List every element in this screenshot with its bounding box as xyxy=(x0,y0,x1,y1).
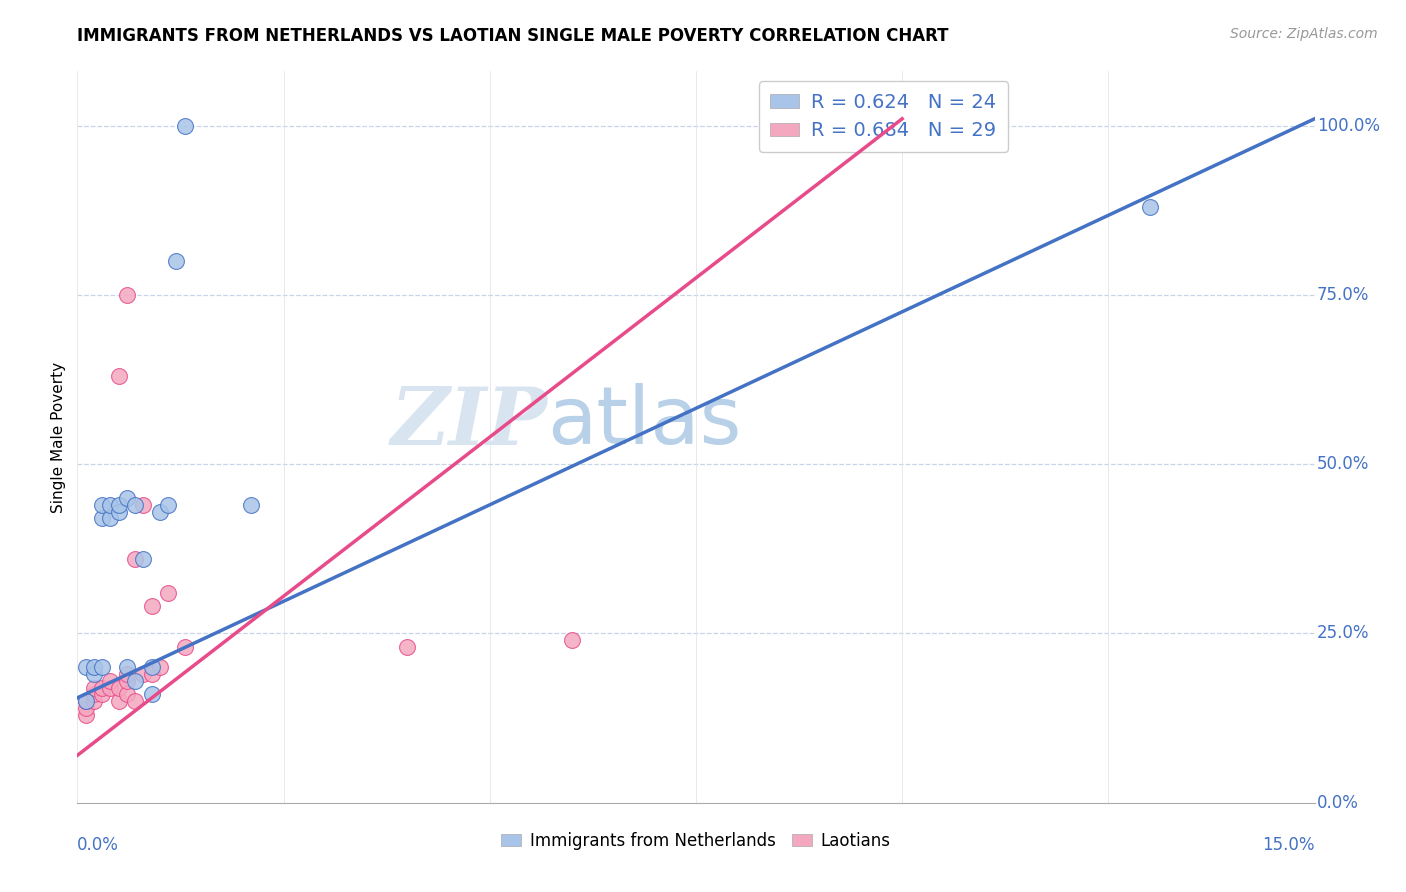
Point xyxy=(239,498,262,512)
Point xyxy=(173,640,195,654)
Point xyxy=(141,667,163,681)
Point xyxy=(115,491,138,505)
Point xyxy=(107,369,129,384)
Point xyxy=(132,498,155,512)
Point xyxy=(75,701,97,715)
Text: 25.0%: 25.0% xyxy=(1317,624,1369,642)
Text: 50.0%: 50.0% xyxy=(1317,455,1369,473)
Text: 75.0%: 75.0% xyxy=(1317,285,1369,304)
Point xyxy=(165,254,187,268)
Point xyxy=(1139,200,1161,214)
Text: 100.0%: 100.0% xyxy=(1317,117,1381,135)
Point xyxy=(396,640,419,654)
Point xyxy=(115,688,138,702)
Point xyxy=(149,505,172,519)
Point xyxy=(132,667,155,681)
Point xyxy=(124,498,146,512)
Point xyxy=(98,511,121,525)
Point xyxy=(107,694,129,708)
Text: ZIP: ZIP xyxy=(391,384,547,461)
Point xyxy=(107,498,129,512)
Text: atlas: atlas xyxy=(547,384,742,461)
Point xyxy=(98,681,121,695)
Point xyxy=(75,707,97,722)
Point xyxy=(107,505,129,519)
Point xyxy=(83,694,105,708)
Point xyxy=(149,660,172,674)
Y-axis label: Single Male Poverty: Single Male Poverty xyxy=(51,361,66,513)
Point xyxy=(124,694,146,708)
Legend: Immigrants from Netherlands, Laotians: Immigrants from Netherlands, Laotians xyxy=(495,825,897,856)
Point xyxy=(75,694,97,708)
Point xyxy=(83,660,105,674)
Point xyxy=(141,660,163,674)
Text: IMMIGRANTS FROM NETHERLANDS VS LAOTIAN SINGLE MALE POVERTY CORRELATION CHART: IMMIGRANTS FROM NETHERLANDS VS LAOTIAN S… xyxy=(77,27,949,45)
Point xyxy=(75,694,97,708)
Point xyxy=(91,688,114,702)
Text: 0.0%: 0.0% xyxy=(77,836,120,854)
Point xyxy=(75,660,97,674)
Point xyxy=(157,586,180,600)
Point xyxy=(157,498,180,512)
Point xyxy=(98,498,121,512)
Point xyxy=(91,660,114,674)
Point xyxy=(141,599,163,614)
Point xyxy=(83,667,105,681)
Text: 0.0%: 0.0% xyxy=(1317,794,1360,812)
Point xyxy=(124,673,146,688)
Point xyxy=(561,633,583,648)
Point xyxy=(115,660,138,674)
Point xyxy=(173,119,195,133)
Text: Source: ZipAtlas.com: Source: ZipAtlas.com xyxy=(1230,27,1378,41)
Point xyxy=(91,511,114,525)
Point xyxy=(98,673,121,688)
Point xyxy=(91,681,114,695)
Point xyxy=(124,552,146,566)
Point xyxy=(115,288,138,302)
Point xyxy=(107,681,129,695)
Text: 15.0%: 15.0% xyxy=(1263,836,1315,854)
Point xyxy=(115,673,138,688)
Point xyxy=(849,119,872,133)
Point xyxy=(83,688,105,702)
Point xyxy=(132,552,155,566)
Point xyxy=(141,688,163,702)
Point xyxy=(83,681,105,695)
Point xyxy=(91,498,114,512)
Point xyxy=(115,667,138,681)
